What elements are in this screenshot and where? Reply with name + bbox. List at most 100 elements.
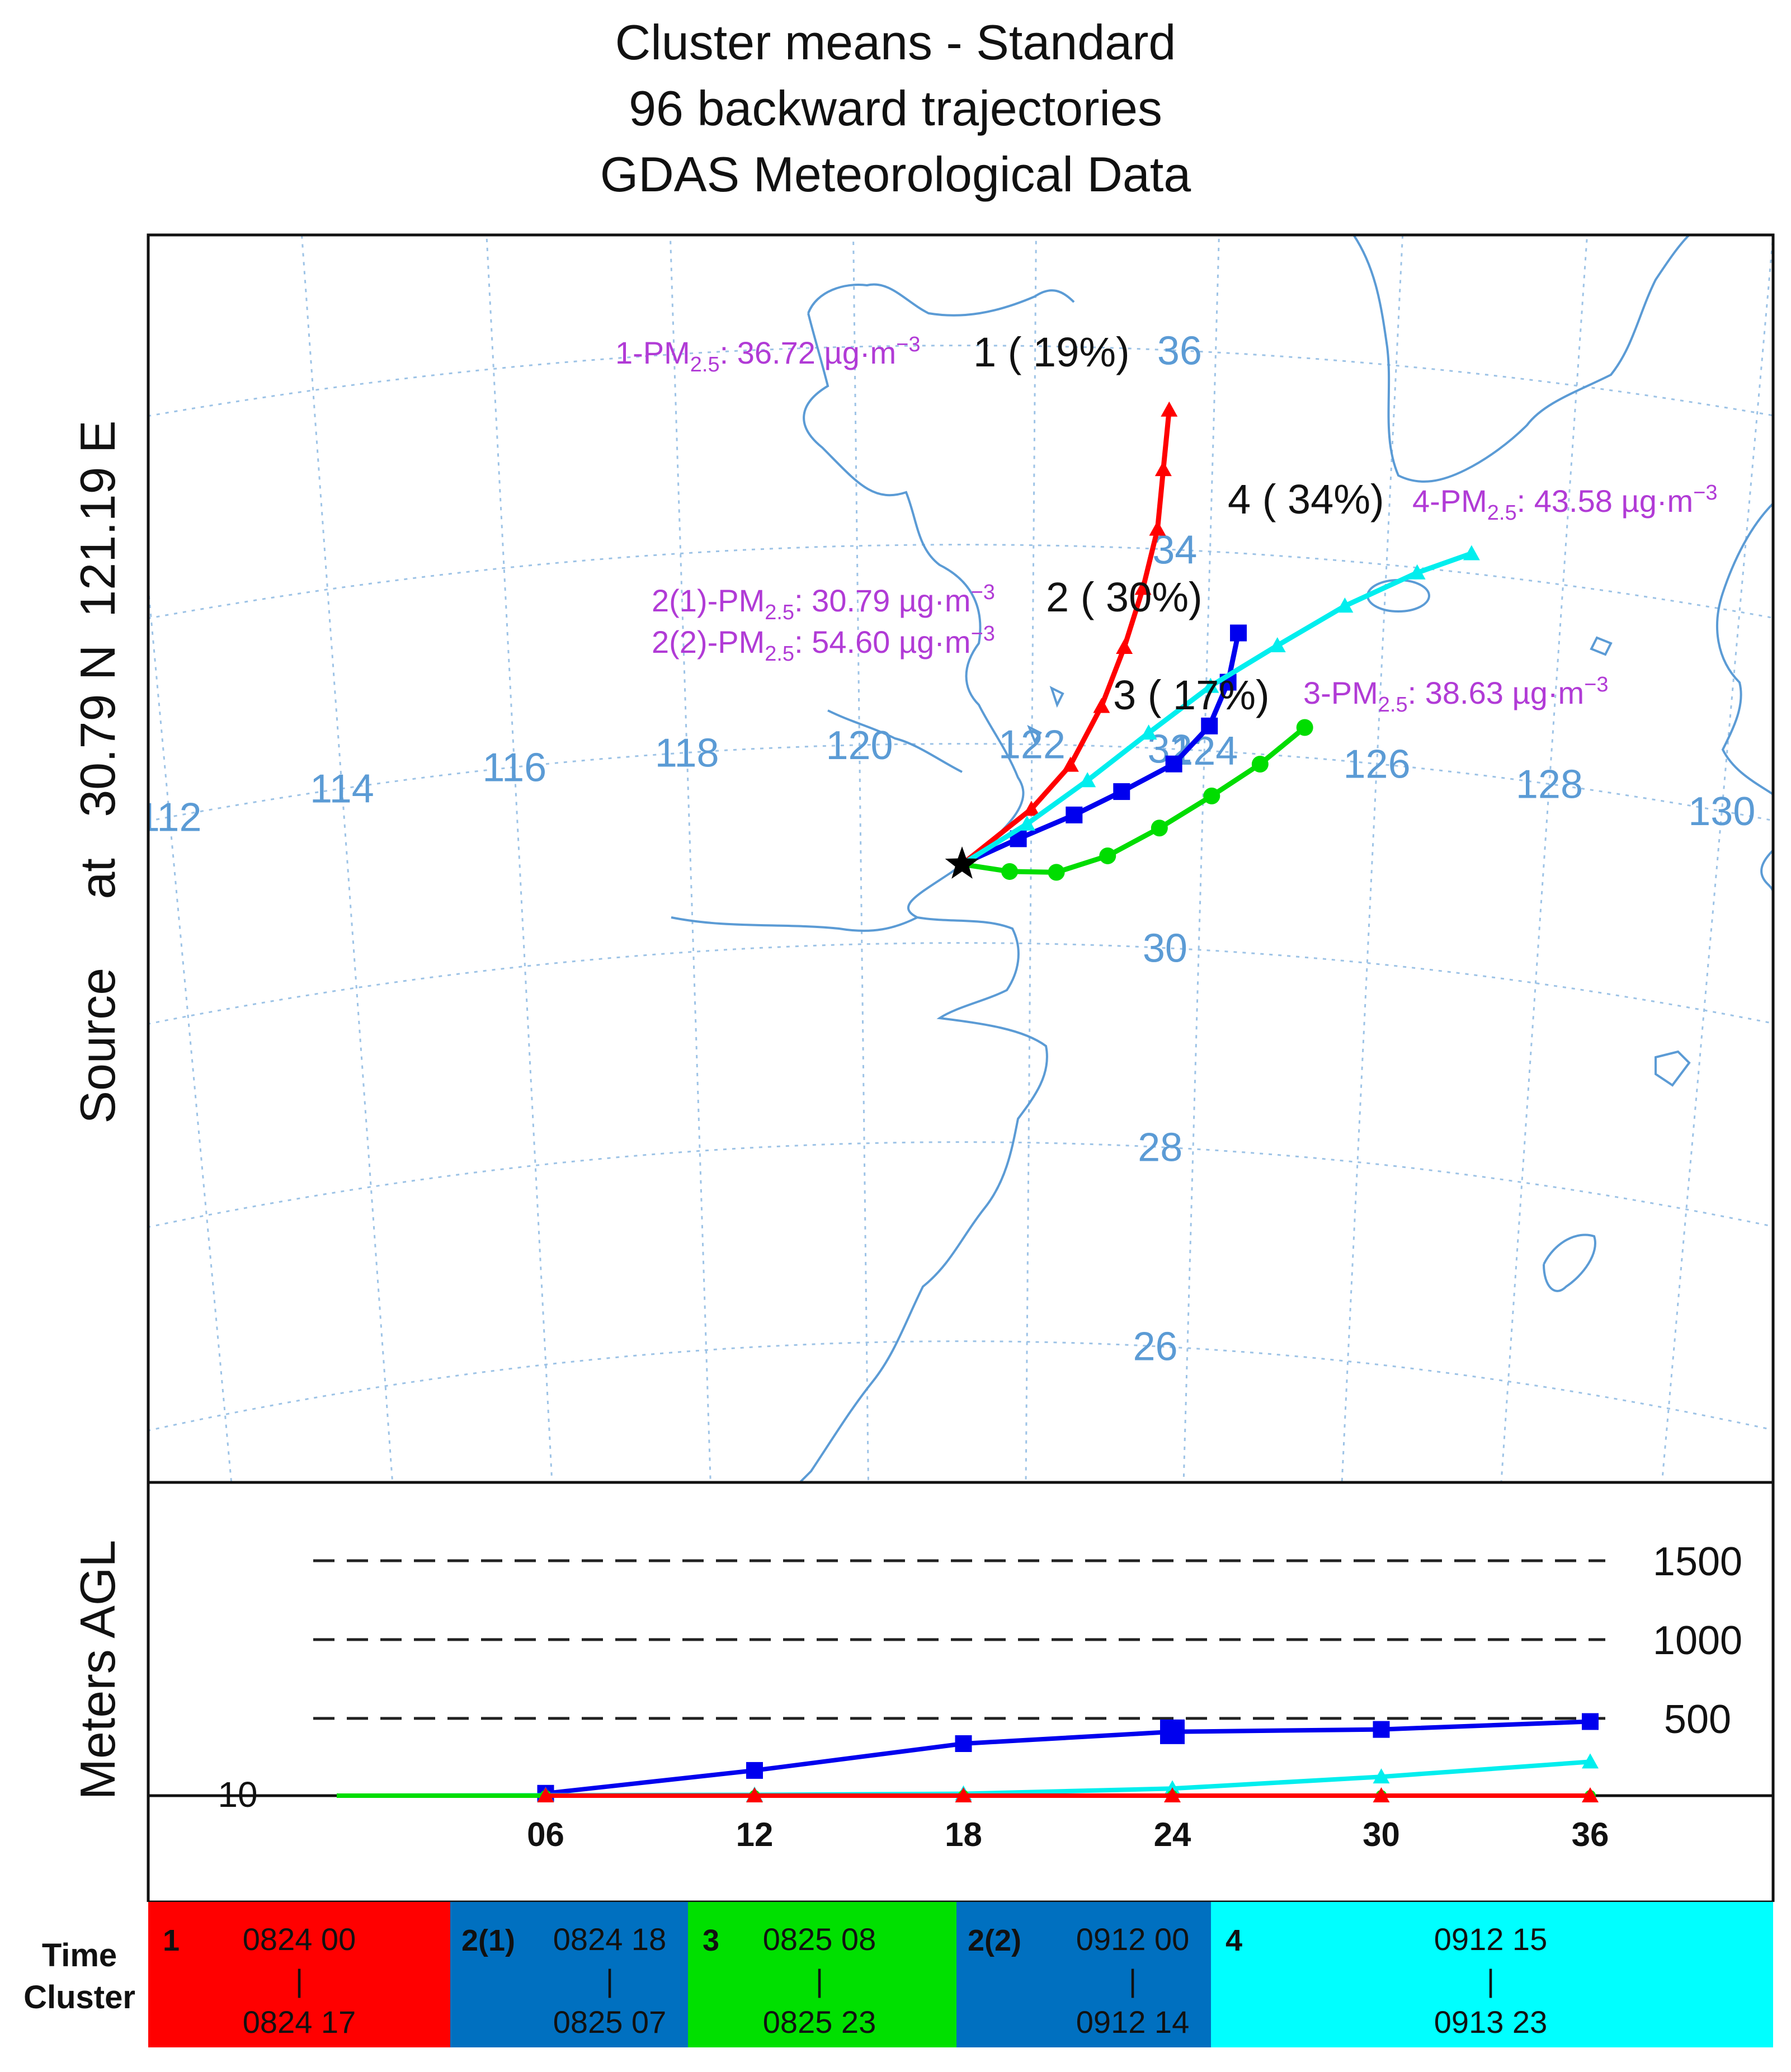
parallel-line — [148, 544, 1773, 619]
parallel-line — [0, 1541, 1791, 1692]
trajectory-marker — [1079, 772, 1096, 788]
height-grid: 1500 1000 500 10 06 12 18 24 30 36 — [148, 1539, 1773, 1853]
band-tag: 1 — [163, 1924, 180, 1957]
band-end: 0824 17 — [242, 2004, 356, 2040]
lon-tick-label: 116 — [482, 745, 546, 790]
height-marker — [746, 1762, 763, 1779]
band-start: 0912 15 — [1434, 1922, 1548, 1957]
height-tick-label: 1500 — [1653, 1539, 1742, 1584]
lat-tick-label: 28 — [1138, 1126, 1182, 1170]
height-marker — [1164, 1787, 1181, 1802]
band-tag: 4 — [1226, 1924, 1243, 1957]
band-tag: 2(2) — [968, 1924, 1022, 1957]
cluster-labels: 1-PM2.5: 36.72 µg·m−3 1 ( 19%) 4 ( 34%) 4-P… — [615, 329, 1717, 718]
time-band-2-1: 2(1) 0824 18 | 0825 07 — [450, 1902, 688, 2047]
trajectory-marker — [1113, 783, 1130, 800]
parallel-line — [148, 942, 1773, 1025]
pm25-annotation: 1-PM2.5: 36.72 µg·m−3 — [615, 333, 920, 376]
trajectory-marker — [1140, 724, 1157, 740]
band-start: 0824 00 — [242, 1922, 356, 1957]
trajectory-marker — [1230, 624, 1247, 642]
trajectory-marker — [1408, 564, 1426, 580]
height-marker — [1582, 1713, 1599, 1730]
height-marker — [1373, 1768, 1390, 1784]
trajectory-marker — [1149, 520, 1166, 536]
height-x-tick-label: 12 — [736, 1816, 774, 1853]
meridian-line — [1182, 235, 1220, 1482]
trajectory-marker — [1048, 864, 1065, 881]
lat-tick-label: 26 — [1133, 1325, 1177, 1369]
band-separator: | — [1128, 1963, 1137, 1998]
trajectory-marker — [1134, 580, 1152, 595]
cluster-percent-label: 4 ( 34%) — [1228, 476, 1384, 522]
lon-tick-label: 114 — [310, 767, 374, 812]
trajectory-marker — [1161, 401, 1178, 417]
trajectory-marker — [1269, 637, 1286, 653]
plot-svg: Source at 30.79 N 121.19 E — [0, 147, 1791, 1902]
band-tag: 2(1) — [461, 1924, 516, 1957]
meridian-line — [669, 235, 711, 1482]
band-start: 0912 00 — [1076, 1922, 1190, 1957]
parallel-line — [148, 1340, 1773, 1431]
meridian-line — [148, 578, 233, 1482]
meridian-line — [852, 235, 869, 1482]
height-marker — [1373, 1787, 1390, 1802]
title-line-2: 96 backward trajectories — [629, 81, 1162, 136]
trajectory-tracks — [960, 401, 1480, 881]
graticule — [0, 147, 1791, 1692]
source-label: Source at 30.79 N 121.19 E — [70, 420, 125, 1123]
height-x-tick-label: 36 — [1572, 1816, 1609, 1853]
pm25-annotation: 4-PM2.5: 43.58 µg·m−3 — [1412, 481, 1717, 525]
lon-tick-label: 112 — [138, 795, 202, 840]
lon-tick-label: 118 — [655, 731, 719, 775]
lat-tick-label: 36 — [1157, 329, 1202, 374]
cluster-percent-label: 2 ( 30%) — [1046, 574, 1203, 620]
height-marker — [537, 1787, 554, 1802]
lon-tick-label: 128 — [1516, 762, 1583, 807]
height-series — [336, 1713, 1599, 1802]
meridian-line — [1025, 235, 1037, 1482]
trajectory-marker — [1116, 638, 1133, 654]
source-star — [945, 846, 979, 879]
time-band-3: 3 0825 08 | 0825 23 — [688, 1902, 956, 2047]
coastlines — [671, 235, 1773, 1482]
pm25-annotation: 2(1)-PM2.5: 30.79 µg·m−3 — [652, 581, 995, 624]
band-separator: | — [605, 1963, 614, 1998]
trajectory-marker — [1099, 847, 1116, 864]
height-marker — [1373, 1721, 1390, 1738]
trajectory-marker — [1202, 677, 1219, 693]
trajectory-marker — [1001, 863, 1019, 880]
trajectory-marker — [1201, 717, 1218, 734]
height-x-tick-label: 18 — [945, 1816, 982, 1853]
lon-tick-label: 126 — [1344, 742, 1411, 787]
trajectory-marker — [1066, 806, 1083, 823]
band-end: 0913 23 — [1434, 2004, 1548, 2040]
height-x-tick-label: 24 — [1154, 1816, 1191, 1853]
band-start: 0824 18 — [553, 1922, 667, 1957]
trajectory-marker — [1251, 755, 1269, 773]
parallel-line — [148, 1141, 1773, 1228]
pm25-annotation: 2(2)-PM2.5: 54.60 µg·m−3 — [652, 622, 995, 666]
lat-tick-label: 30 — [1143, 926, 1187, 971]
band-end: 0912 14 — [1076, 2004, 1190, 2040]
lon-tick-label: 120 — [826, 723, 893, 768]
band-tag: 3 — [703, 1924, 720, 1957]
time-band-4: 4 0912 15 | 0913 23 — [1211, 1902, 1773, 2047]
trajectory-marker — [1151, 820, 1168, 837]
band-start: 0825 08 — [762, 1922, 876, 1957]
title-line-1: Cluster means - Standard — [615, 15, 1176, 70]
height-line-2 — [545, 1719, 1591, 1796]
height-x-tick-label: 06 — [527, 1816, 564, 1853]
height-x-tick-label: 30 — [1363, 1816, 1400, 1853]
parallel-line — [0, 147, 1791, 298]
trajectory-marker — [1093, 698, 1110, 713]
height-tick-label: 1000 — [1653, 1618, 1742, 1663]
band-separator: | — [295, 1963, 304, 1998]
height-marker — [746, 1787, 763, 1802]
height-ylabel: Meters AGL — [70, 1540, 125, 1800]
parallel-line — [148, 345, 1773, 417]
cluster-percent-label: 3 ( 17%) — [1113, 672, 1270, 718]
height-tick-label: 500 — [1664, 1697, 1731, 1742]
